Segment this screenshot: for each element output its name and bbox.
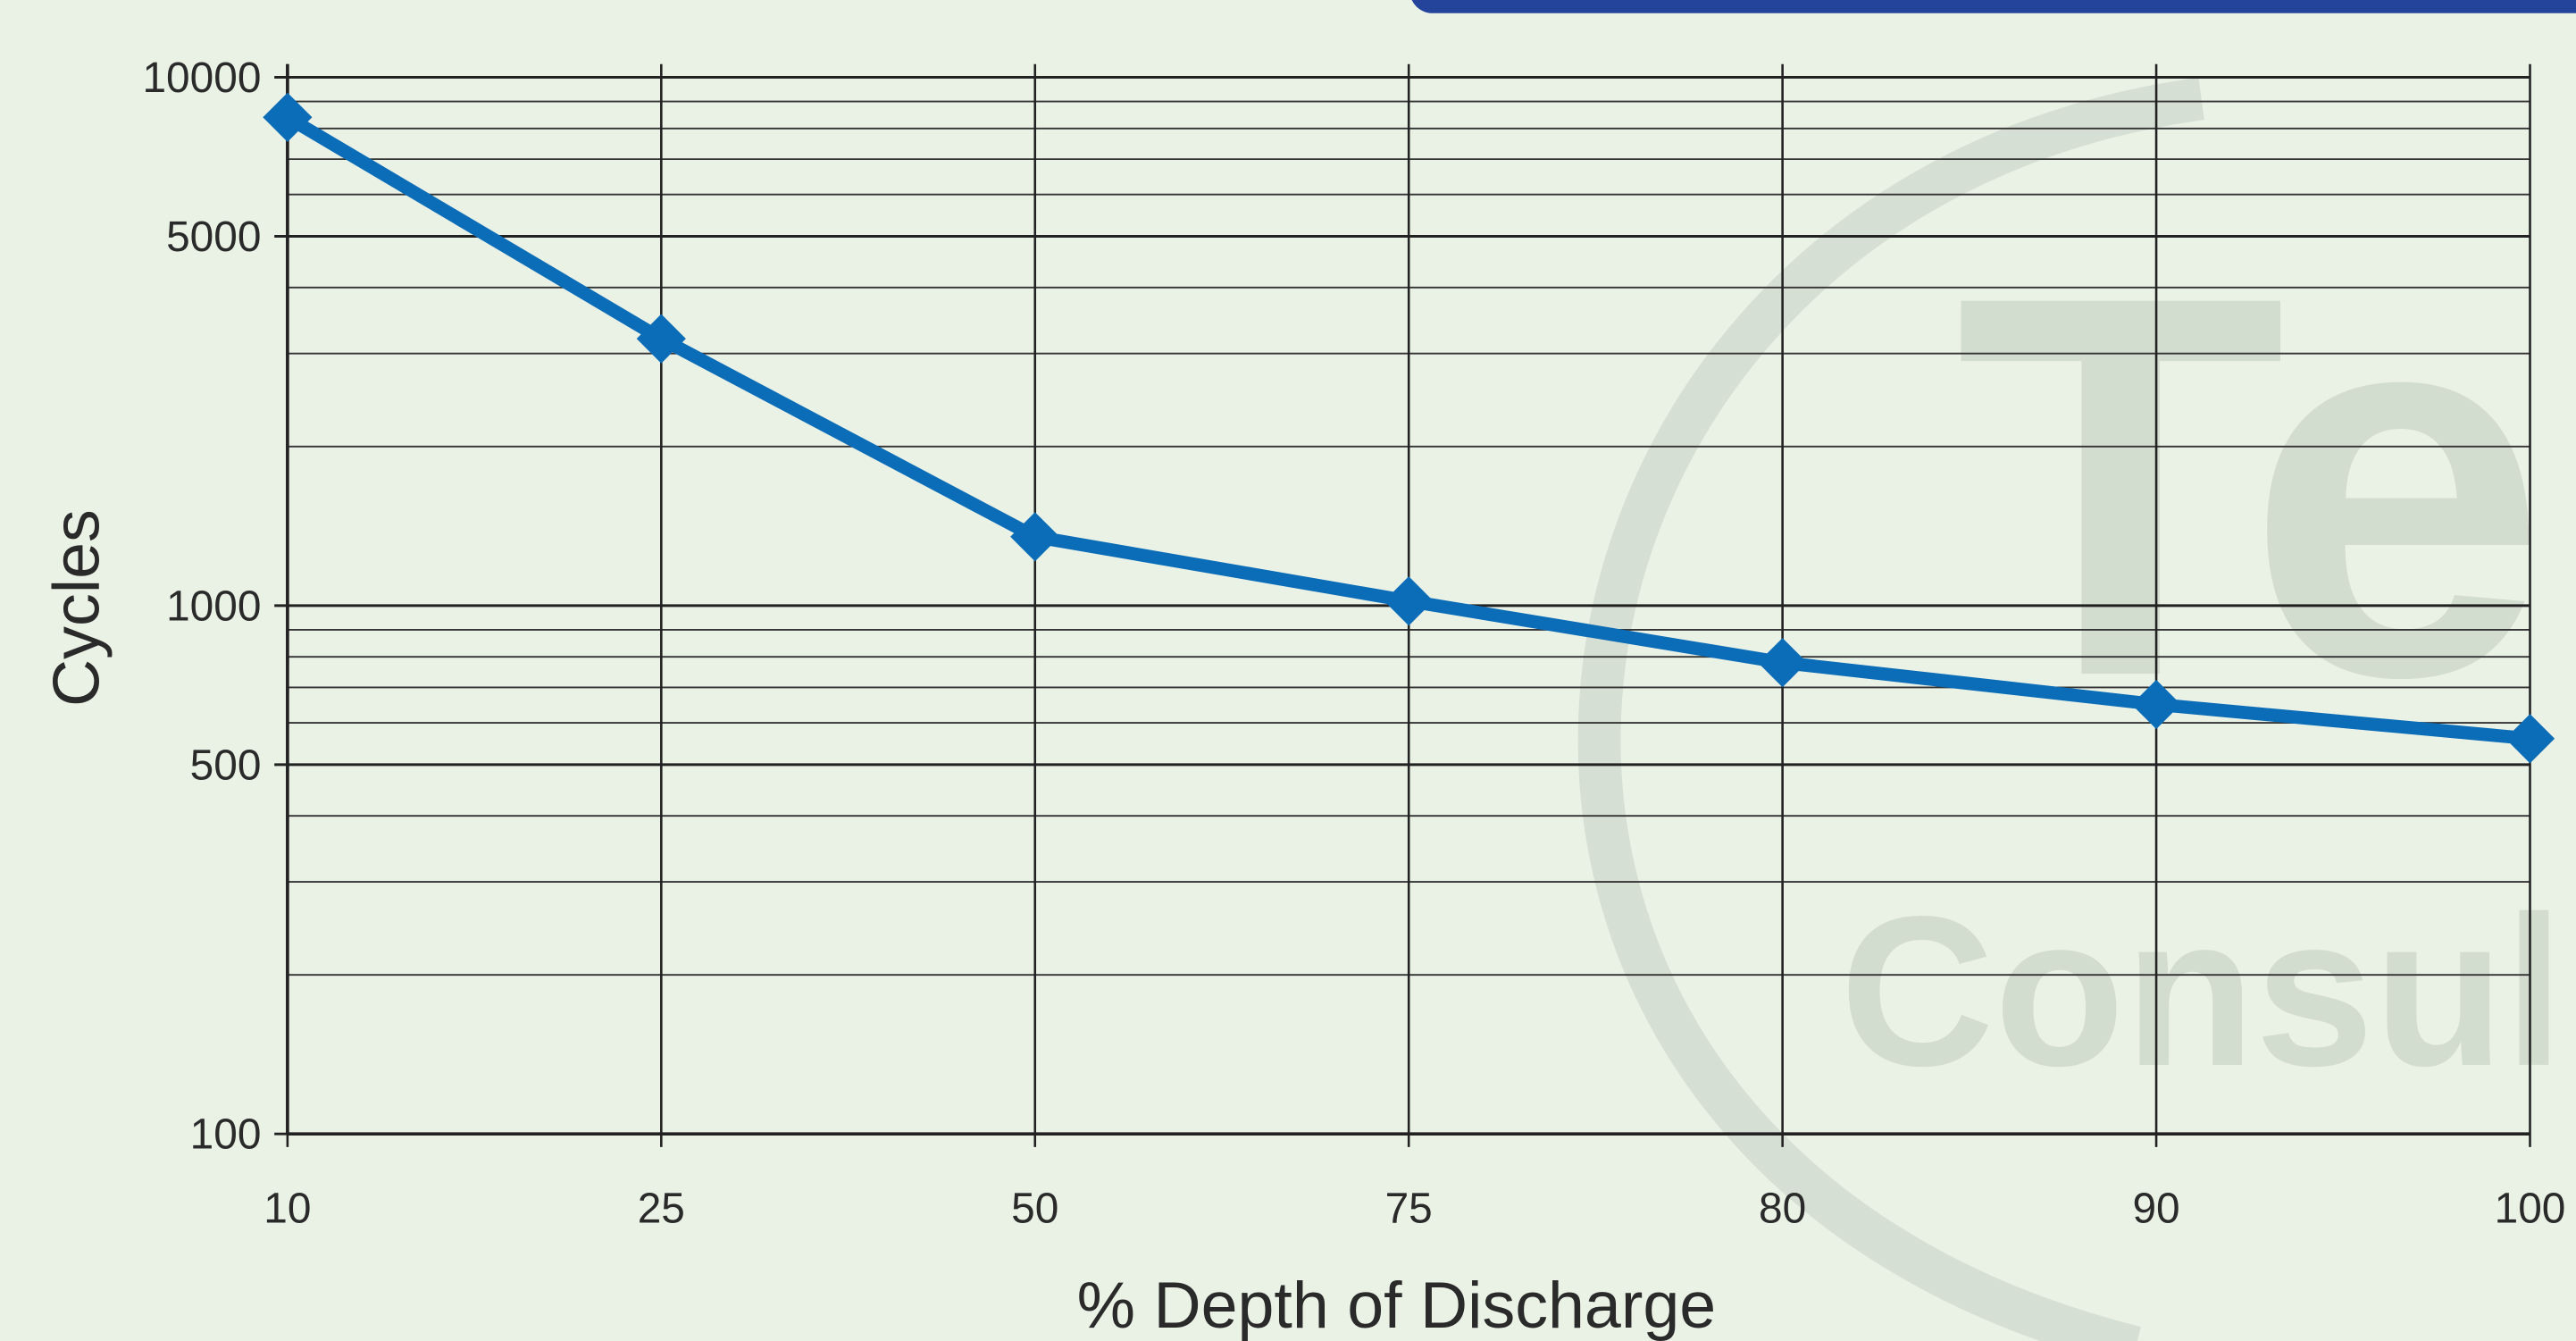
- x-tick-label: 50: [1011, 1186, 1058, 1233]
- y-tick-label: 1000: [166, 582, 261, 630]
- data-point: [1010, 512, 1060, 562]
- x-tick-label: 80: [1759, 1186, 1806, 1233]
- x-tick-label: 90: [2132, 1186, 2179, 1233]
- watermark-text: Consul: [1840, 872, 2563, 1111]
- x-tick-label: 75: [1385, 1186, 1433, 1233]
- y-axis-title: Cycles: [38, 509, 113, 707]
- y-tick-label: 100: [190, 1111, 262, 1159]
- x-tick-label: 10: [263, 1186, 311, 1233]
- watermark-arc: [1577, 77, 2204, 1341]
- y-tick-label: 10000: [142, 54, 261, 102]
- data-point: [263, 92, 313, 142]
- x-axis-title: % Depth of Discharge: [1077, 1268, 1717, 1341]
- y-tick-label: 5000: [166, 214, 261, 261]
- y-tick-label: 500: [190, 742, 262, 789]
- data-point: [1758, 638, 1808, 688]
- top-banner: [1411, 0, 2576, 13]
- x-tick-label: 100: [2495, 1186, 2566, 1233]
- data-point: [2505, 714, 2555, 764]
- data-point: [2131, 679, 2181, 730]
- x-tick-label: 25: [638, 1186, 685, 1233]
